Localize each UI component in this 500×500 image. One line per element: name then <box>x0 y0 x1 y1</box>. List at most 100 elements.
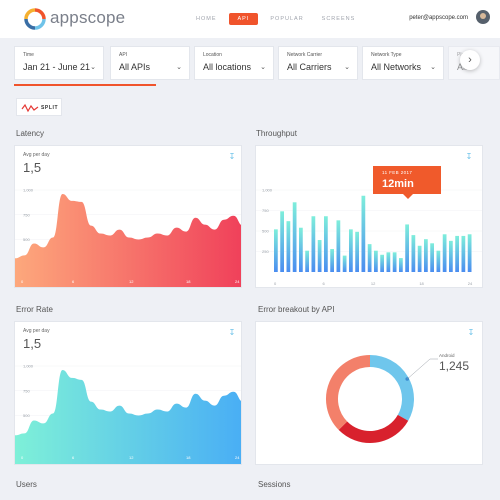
x-tick-label: 24 <box>468 281 473 286</box>
main-nav: HOME API POPULAR SCREENS <box>190 13 361 25</box>
throughput-bar[interactable] <box>292 202 297 272</box>
donut-slice[interactable] <box>338 414 409 443</box>
throughput-tooltip: 11 FEB 2017 12min <box>373 166 441 199</box>
x-tick-label: 12 <box>129 279 134 284</box>
filter-api[interactable]: API All APIs ⌄ <box>110 46 190 80</box>
y-tick-label: 500 <box>23 237 30 242</box>
throughput-chart: 1,000 750 500 250 0 6 12 18 24 <box>256 188 482 286</box>
x-tick-label: 18 <box>186 279 191 284</box>
filter-time-label: Time <box>23 52 34 58</box>
area-series <box>15 193 241 287</box>
throughput-bar[interactable] <box>317 240 322 272</box>
filter-bar: Time Jan 21 - June 21 ⌄ API All APIs ⌄ L… <box>0 38 500 86</box>
download-icon[interactable]: ↧ <box>467 328 475 337</box>
throughput-bar[interactable] <box>361 195 366 272</box>
throughput-bar[interactable] <box>467 234 472 272</box>
donut-slice[interactable] <box>326 355 371 430</box>
throughput-bar[interactable] <box>417 245 422 272</box>
throughput-bar[interactable] <box>424 239 428 272</box>
throughput-bar[interactable] <box>399 258 403 272</box>
x-tick-label: 0 <box>274 281 277 286</box>
users-title: Users <box>16 480 37 489</box>
y-tick-label: 1,000 <box>262 188 273 193</box>
throughput-bar[interactable] <box>342 255 347 272</box>
filter-time[interactable]: Time Jan 21 - June 21 ⌄ <box>14 46 104 80</box>
throughput-bar[interactable] <box>330 249 334 272</box>
appscope-logo-icon[interactable] <box>24 8 46 30</box>
throughput-bar[interactable] <box>411 235 416 272</box>
x-tick-label: 6 <box>72 455 75 460</box>
x-tick-label: 12 <box>371 281 376 286</box>
user-email[interactable]: peter@appscope.com <box>409 15 468 21</box>
error-breakout-card: ↧ Android 1,245 <box>255 321 483 465</box>
throughput-bar[interactable] <box>455 235 459 272</box>
donut-leader-line <box>407 358 438 380</box>
throughput-bar[interactable] <box>311 216 316 272</box>
error-rate-value: 1,5 <box>23 336 42 351</box>
donut-slice[interactable] <box>369 355 414 421</box>
filter-network-carrier[interactable]: Network Carrier All Carriers ⌄ <box>278 46 358 80</box>
filter-location[interactable]: Location All locations ⌄ <box>194 46 274 80</box>
filter-api-value: All APIs <box>119 62 151 72</box>
split-button[interactable]: SPLIT <box>16 98 62 116</box>
throughput-bar[interactable] <box>367 244 372 272</box>
throughput-bar[interactable] <box>324 216 328 272</box>
throughput-bar[interactable] <box>274 229 278 272</box>
nav-home[interactable]: HOME <box>196 16 217 22</box>
y-tick-label: 1,000 <box>23 364 34 369</box>
throughput-bar[interactable] <box>336 220 341 272</box>
filter-network-type-label: Network Type <box>371 52 402 58</box>
throughput-bar[interactable] <box>355 231 359 272</box>
throughput-bar[interactable] <box>299 227 303 272</box>
chevron-down-icon: ⌄ <box>344 64 350 71</box>
throughput-bar[interactable] <box>280 211 284 272</box>
throughput-bar[interactable] <box>436 250 441 272</box>
error-breakout-title: Error breakout by API <box>258 305 335 314</box>
chevron-down-icon: ⌄ <box>430 64 436 71</box>
x-tick-label: 6 <box>322 281 325 286</box>
throughput-bar[interactable] <box>305 250 309 272</box>
throughput-bar[interactable] <box>349 229 353 272</box>
scroll-right-button[interactable]: › <box>460 50 480 70</box>
donut-legend-label: Android <box>439 353 455 358</box>
download-icon[interactable]: ↧ <box>228 328 236 337</box>
x-tick-label: 18 <box>186 455 191 460</box>
latency-title: Latency <box>16 129 45 138</box>
split-label: SPLIT <box>41 105 59 111</box>
avatar[interactable] <box>476 10 490 24</box>
nav-popular[interactable]: POPULAR <box>270 16 304 22</box>
throughput-bar[interactable] <box>380 254 384 272</box>
nav-api[interactable]: API <box>228 13 259 25</box>
filter-time-value: Jan 21 - June 21 <box>23 62 91 72</box>
filter-location-value: All locations <box>203 62 252 72</box>
throughput-bar[interactable] <box>286 221 291 272</box>
filter-carrier-label: Network Carrier <box>287 52 323 58</box>
filter-location-label: Location <box>203 52 222 58</box>
nav-screens[interactable]: SCREENS <box>321 16 356 22</box>
throughput-bar[interactable] <box>392 252 397 272</box>
brand-name: appscope <box>50 8 126 27</box>
download-icon[interactable]: ↧ <box>465 152 473 161</box>
x-tick-label: 24 <box>235 455 240 460</box>
throughput-bar[interactable] <box>430 243 434 272</box>
throughput-bar[interactable] <box>374 250 378 272</box>
y-tick-label: 1,000 <box>23 188 34 193</box>
throughput-bar[interactable] <box>461 235 466 272</box>
throughput-bar[interactable] <box>405 224 409 272</box>
y-tick-label: 250 <box>262 249 269 254</box>
chevron-down-icon: ⌄ <box>260 64 266 71</box>
donut-legend-value: 1,245 <box>439 359 470 373</box>
tooltip-value: 12min <box>382 178 414 190</box>
filter-network-type[interactable]: Network Type All Networks ⌄ <box>362 46 444 80</box>
y-tick-label: 750 <box>262 208 269 213</box>
throughput-bar[interactable] <box>442 234 447 272</box>
error-breakout-donut <box>326 355 438 443</box>
throughput-bar[interactable] <box>386 252 391 272</box>
x-tick-label: 12 <box>129 455 134 460</box>
throughput-bar[interactable] <box>449 240 453 272</box>
y-tick-label: 750 <box>23 388 30 393</box>
download-icon[interactable]: ↧ <box>228 152 236 161</box>
